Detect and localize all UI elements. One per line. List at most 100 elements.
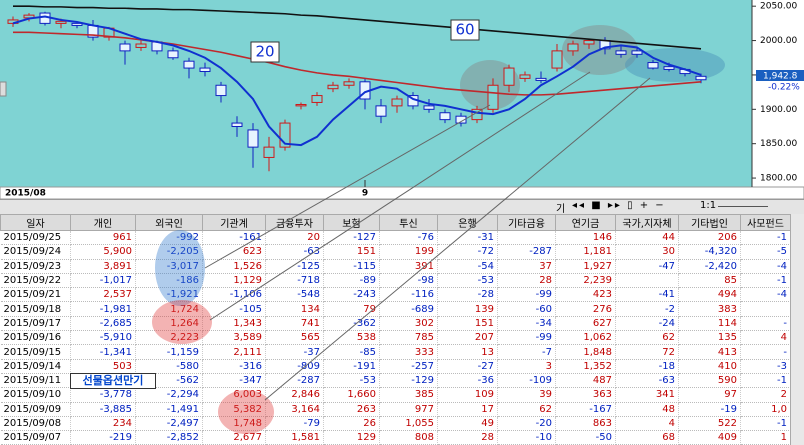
value-cell: -1 [740,230,791,246]
candle-body [311,95,323,103]
control-icons[interactable]: ◂◂ ■ ▸▸ ▯ + − [572,200,666,211]
value-cell: 6,003 [202,387,266,403]
value-cell: 5,382 [202,402,266,417]
value-cell: 28 [437,430,498,445]
value-cell: -580 [135,359,203,374]
value-cell: -127 [323,230,380,246]
value-cell: -27 [437,359,498,374]
value-cell: 1,660 [323,387,380,403]
candle-body [455,115,467,124]
candle-body [391,98,403,107]
value-cell: -47 [615,259,679,274]
table-row: 2015/09/24 5,900 -2,205 623 -63 151 199 -72 -287… [0,244,791,260]
value-cell: 62 [497,402,556,417]
value-cell: 808 [379,430,438,445]
value-cell: -28 [437,287,498,303]
value-cell: -24 [615,316,679,332]
value-cell: 3,891 [70,259,136,274]
value-cell: 961 [70,230,136,246]
value-cell: -72 [437,244,498,260]
value-cell: 3,589 [202,330,266,346]
slider[interactable] [718,206,768,207]
value-cell: -5 [740,244,791,260]
value-cell: 199 [379,244,438,260]
control[interactable]: 1:1 [700,200,717,211]
data-table: 일자 개인 외국인 기관계 금융투자 보험 투신 은행 기타금융 연기금 국가,지자체 기타법인 사모펀… [0,214,791,445]
date-cell: 2015/09/24 [0,244,71,260]
candle-body [647,62,659,69]
scrollbar[interactable]: 기 ◂◂ ■ ▸▸ ▯ + − 1:1 [0,199,804,215]
date-cell: 2015/09/17 [0,316,71,332]
candle-body [375,105,387,117]
value-cell [497,230,556,246]
candle-body [535,77,547,81]
value-cell: 139 [437,301,498,317]
change-label: -0.22% [768,83,800,93]
value-cell: -18 [615,359,679,374]
candle-body [615,50,627,55]
value-cell: -79 [265,416,324,432]
value-cell: -2 [615,301,679,317]
value-cell: 263 [323,402,380,417]
value-cell: 5,900 [70,244,136,260]
value-cell: 494 [678,287,741,303]
value-cell: 4 [615,416,679,432]
date-cell: 2015/09/11 [0,373,71,389]
value-cell: -191 [323,359,380,374]
candle-body [503,67,515,86]
value-cell: -129 [379,373,438,389]
value-cell: 2,537 [70,287,136,303]
value-cell: 72 [615,344,679,360]
column-header: 기타법인 [678,214,741,231]
value-cell: -36 [437,373,498,389]
value-cell: 151 [323,244,380,260]
value-cell: 1,062 [555,330,616,346]
candle-body [199,67,211,72]
value-cell: -809 [265,359,324,374]
value-cell: 134 [265,301,324,317]
value-cell: 302 [379,316,438,332]
date-cell: 2015/09/10 [0,387,71,403]
candle-body [583,40,595,45]
value-cell: -116 [379,287,438,303]
value-cell: 20 [265,230,324,246]
value-cell: 1,724 [135,301,203,317]
value-cell: 538 [323,330,380,346]
value-cell: 341 [615,387,679,403]
value-cell: -76 [379,230,438,246]
value-cell: 3 [497,359,556,374]
value-cell: 413 [678,344,741,360]
value-cell: -20 [497,416,556,432]
candle-body [167,50,179,59]
value-cell: -992 [135,230,203,246]
value-cell: 48 [615,402,679,417]
value-cell: 2,239 [555,273,616,289]
value-cell: -99 [497,330,556,346]
value-cell: 503 [70,359,136,374]
side-handle[interactable] [0,81,7,97]
value-cell: - [740,316,791,332]
column-header: 연기금 [555,214,616,231]
value-cell: -99 [497,287,556,303]
value-cell: 623 [202,244,266,260]
value-cell: 85 [678,273,741,289]
value-cell: 627 [555,316,616,332]
price-tag [756,70,804,81]
value-cell: -1 [740,273,791,289]
value-cell: 565 [265,330,324,346]
value-cell: 1,748 [202,416,266,432]
table-row: 2015/09/10 -3,778 -2,294 6,003 2,846 1,660 385… [0,387,791,403]
value-cell: -3,885 [70,402,136,417]
date-cell: 2015/09/25 [0,230,71,246]
value-cell: 109 [437,387,498,403]
control[interactable]: 기 [556,204,566,215]
value-cell: 863 [555,416,616,432]
scrollbar[interactable] [790,214,804,445]
table-row: 2015/09/08 234 -2,497 1,748 -79 26 1,055 49 -20 8… [0,416,791,432]
column-header: 외국인 [135,214,203,231]
value-cell: 62 [615,330,679,346]
value-cell: 234 [70,416,136,432]
table-row: 2015/09/07 -219 -2,852 2,677 1,581 129 808 28 -1… [0,430,791,445]
value-cell: -125 [265,259,324,274]
